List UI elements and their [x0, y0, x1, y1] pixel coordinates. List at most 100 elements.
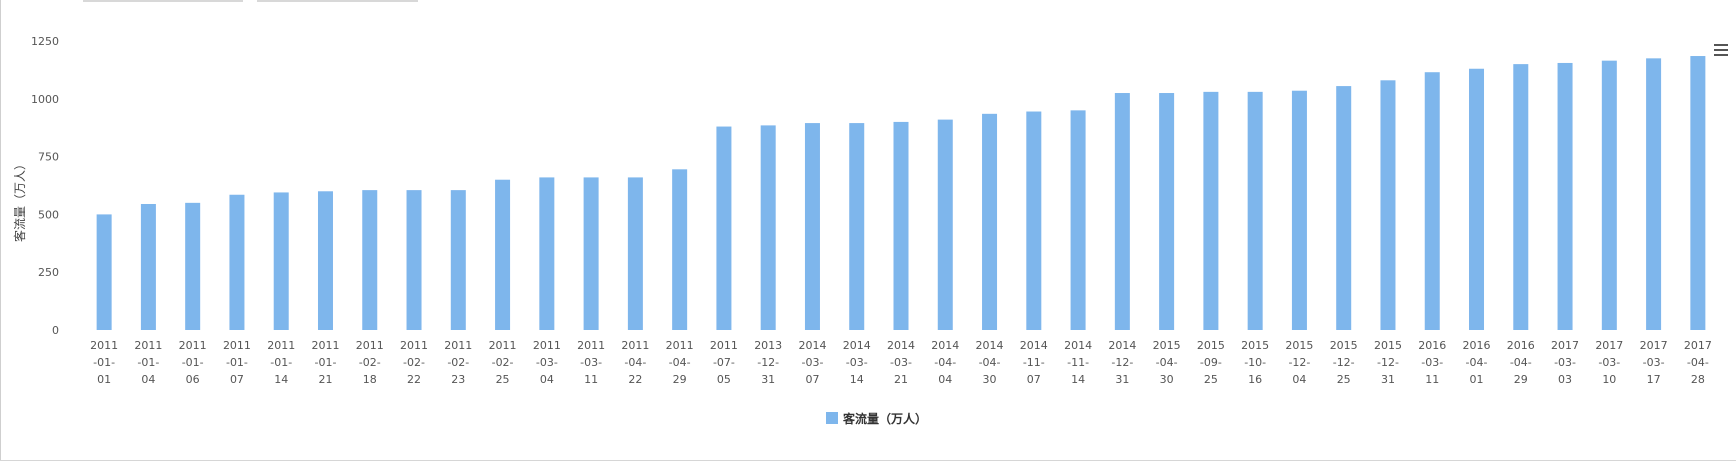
x-tick-label: 2014 — [887, 339, 915, 352]
bar[interactable] — [1203, 91, 1219, 330]
x-tick-label: -03- — [1598, 356, 1620, 369]
x-tick-label: 2016 — [1507, 339, 1535, 352]
bar[interactable] — [1247, 91, 1263, 330]
bar[interactable] — [539, 177, 555, 330]
x-tick-label: 2015 — [1285, 339, 1313, 352]
x-tick-label: 28 — [1691, 373, 1705, 386]
x-tick-label: -02- — [359, 356, 381, 369]
x-tick-label: 21 — [318, 373, 332, 386]
x-tick-label: -01- — [182, 356, 204, 369]
x-tick-label: 2013 — [754, 339, 782, 352]
bar[interactable] — [317, 191, 333, 330]
x-tick-label: -03- — [1643, 356, 1665, 369]
y-tick-label: 0 — [52, 324, 59, 337]
bar[interactable] — [1114, 93, 1130, 331]
x-tick-label: 16 — [1248, 373, 1262, 386]
bar[interactable] — [495, 179, 511, 330]
bar[interactable] — [185, 202, 201, 330]
x-tick-label: -03- — [801, 356, 823, 369]
x-tick-label: 22 — [628, 373, 642, 386]
bar[interactable] — [1513, 64, 1529, 331]
bar[interactable] — [849, 123, 865, 331]
x-tick-label: 25 — [1204, 373, 1218, 386]
bar[interactable] — [627, 177, 643, 330]
bar[interactable] — [450, 190, 466, 330]
x-tick-label: -03- — [580, 356, 602, 369]
x-tick-label: -12- — [1333, 356, 1355, 369]
chart-menu-icon[interactable] — [1714, 44, 1728, 56]
x-tick-label: 2015 — [1241, 339, 1269, 352]
bar[interactable] — [982, 113, 998, 330]
bar[interactable] — [760, 125, 776, 330]
bar[interactable] — [1690, 56, 1706, 330]
x-tick-label: 14 — [1071, 373, 1085, 386]
y-tick-label: 250 — [38, 266, 59, 279]
x-tick-label: 07 — [230, 373, 244, 386]
x-tick-label: 2016 — [1463, 339, 1491, 352]
x-tick-label: 2015 — [1374, 339, 1402, 352]
x-tick-label: -04- — [979, 356, 1001, 369]
y-axis: 0 250 500 750 1000 1250 — [31, 35, 59, 337]
bar[interactable] — [672, 169, 688, 330]
bar-series — [96, 56, 1706, 331]
x-tick-label: -11- — [1023, 356, 1045, 369]
bar[interactable] — [362, 190, 378, 330]
x-tick-label: 2014 — [843, 339, 871, 352]
x-tick-label: 2011 — [533, 339, 561, 352]
x-tick-label: 2015 — [1153, 339, 1181, 352]
bar[interactable] — [1159, 93, 1175, 331]
x-tick-label: 29 — [1514, 373, 1528, 386]
y-tick-label: 1250 — [31, 35, 59, 48]
x-tick-label: 04 — [938, 373, 952, 386]
x-tick-label: 07 — [1027, 373, 1041, 386]
bar[interactable] — [893, 121, 909, 330]
bar[interactable] — [406, 190, 422, 330]
x-tick-label: 2015 — [1197, 339, 1225, 352]
bar[interactable] — [1026, 111, 1042, 331]
x-tick-label: 2011 — [666, 339, 694, 352]
x-tick-label: -04- — [1156, 356, 1178, 369]
legend[interactable]: 客流量（万人） — [826, 411, 927, 426]
x-tick-label: -01- — [137, 356, 159, 369]
top-tab-2[interactable] — [257, 0, 418, 2]
x-tick-label: -10- — [1244, 356, 1266, 369]
x-tick-label: 2017 — [1684, 339, 1712, 352]
x-tick-label: -01- — [93, 356, 115, 369]
x-tick-label: 2017 — [1551, 339, 1579, 352]
x-tick-label: 30 — [1160, 373, 1174, 386]
bar[interactable] — [1601, 60, 1617, 330]
x-tick-label: 14 — [850, 373, 864, 386]
bar[interactable] — [1380, 80, 1396, 330]
x-tick-label: 2015 — [1330, 339, 1358, 352]
x-tick-label: 29 — [673, 373, 687, 386]
bar[interactable] — [229, 194, 245, 330]
bar[interactable] — [1646, 58, 1662, 331]
bar[interactable] — [1070, 110, 1086, 330]
bar[interactable] — [1291, 90, 1307, 330]
x-tick-label: 22 — [407, 373, 421, 386]
bar[interactable] — [1469, 68, 1485, 330]
frame-left-border — [0, 0, 1, 461]
legend-label: 客流量（万人） — [842, 411, 927, 426]
x-tick-label: -02- — [403, 356, 425, 369]
bar[interactable] — [804, 123, 820, 331]
x-tick-label: 30 — [983, 373, 997, 386]
x-tick-label: 31 — [761, 373, 775, 386]
bar[interactable] — [716, 126, 732, 330]
x-tick-label: -04- — [669, 356, 691, 369]
bar[interactable] — [273, 192, 289, 330]
bar[interactable] — [583, 177, 599, 330]
x-tick-label: 2014 — [1064, 339, 1092, 352]
bar[interactable] — [1336, 86, 1352, 330]
bar[interactable] — [937, 119, 953, 330]
bar[interactable] — [140, 203, 156, 330]
legend-swatch — [826, 412, 838, 424]
top-tab-1[interactable] — [83, 0, 243, 2]
x-tick-label: 2011 — [621, 339, 649, 352]
x-tick-label: 2016 — [1418, 339, 1446, 352]
bar[interactable] — [96, 214, 112, 330]
x-tick-label: 25 — [496, 373, 510, 386]
bar[interactable] — [1557, 62, 1573, 331]
bar[interactable] — [1424, 72, 1440, 330]
